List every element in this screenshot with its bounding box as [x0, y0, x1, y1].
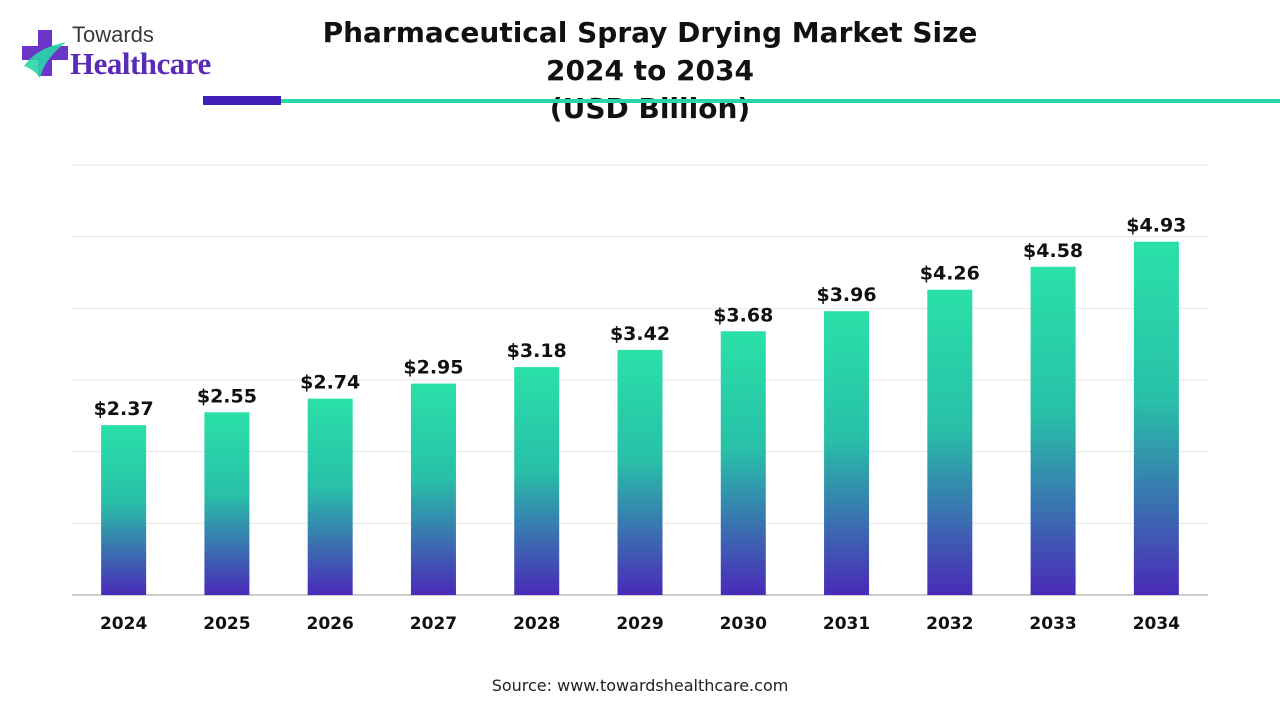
value-labels: $2.37 $2.55 $2.74 $2.95 $3.18 $3.42 $3.68 $3.96…: [94, 215, 1187, 420]
x-tick-2028: 2028: [513, 614, 560, 634]
x-tick-2026: 2026: [307, 614, 354, 634]
bars: [101, 241, 1179, 595]
brand-line2: Healthcare: [70, 46, 211, 81]
value-label-2033: $4.58: [1023, 240, 1083, 262]
bar-2034: [1133, 241, 1179, 595]
bar-2030: [720, 331, 766, 595]
x-tick-2033: 2033: [1029, 614, 1076, 634]
x-tick-2034: 2034: [1133, 614, 1180, 634]
value-label-2026: $2.74: [300, 372, 360, 394]
brand-line1: Towards: [72, 22, 154, 47]
header-divider-line: [281, 99, 1280, 103]
chart-title-block: Pharmaceutical Spray Drying Market Size …: [300, 14, 1000, 128]
bar-2025: [204, 412, 250, 595]
value-label-2030: $3.68: [713, 304, 773, 326]
value-label-2031: $3.96: [816, 284, 876, 306]
medical-cross-icon: [22, 30, 68, 78]
bar-2024: [101, 425, 147, 595]
value-label-2028: $3.18: [507, 340, 567, 362]
header-accent-bar: [203, 96, 281, 105]
value-label-2034: $4.93: [1126, 215, 1186, 237]
x-tick-2024: 2024: [100, 614, 147, 634]
x-tick-2031: 2031: [823, 614, 870, 634]
bar-2028: [514, 367, 560, 595]
chart-title: Pharmaceutical Spray Drying Market Size …: [322, 16, 978, 87]
chart-subtitle: (USD Billion): [549, 92, 751, 125]
x-tick-2025: 2025: [203, 614, 250, 634]
bar-2032: [927, 289, 973, 595]
bar-2033: [1030, 266, 1076, 595]
brand-logo: Towards Healthcare: [18, 18, 248, 88]
x-tick-2030: 2030: [720, 614, 767, 634]
x-tick-2032: 2032: [926, 614, 973, 634]
value-label-2032: $4.26: [920, 263, 980, 285]
bar-2027: [410, 383, 456, 595]
bar-2029: [617, 349, 663, 595]
value-label-2029: $3.42: [610, 323, 670, 345]
value-label-2027: $2.95: [403, 357, 463, 379]
source-note: Source: www.towardshealthcare.com: [491, 676, 789, 695]
value-label-2025: $2.55: [197, 385, 257, 407]
value-label-2024: $2.37: [94, 398, 154, 420]
x-tick-2029: 2029: [616, 614, 663, 634]
bar-2031: [824, 311, 870, 595]
x-tick-labels: 2024 2025 2026 2027 2028 2029 2030 2031 2032 2033…: [100, 614, 1180, 634]
x-tick-2027: 2027: [410, 614, 457, 634]
bar-2026: [307, 398, 353, 595]
